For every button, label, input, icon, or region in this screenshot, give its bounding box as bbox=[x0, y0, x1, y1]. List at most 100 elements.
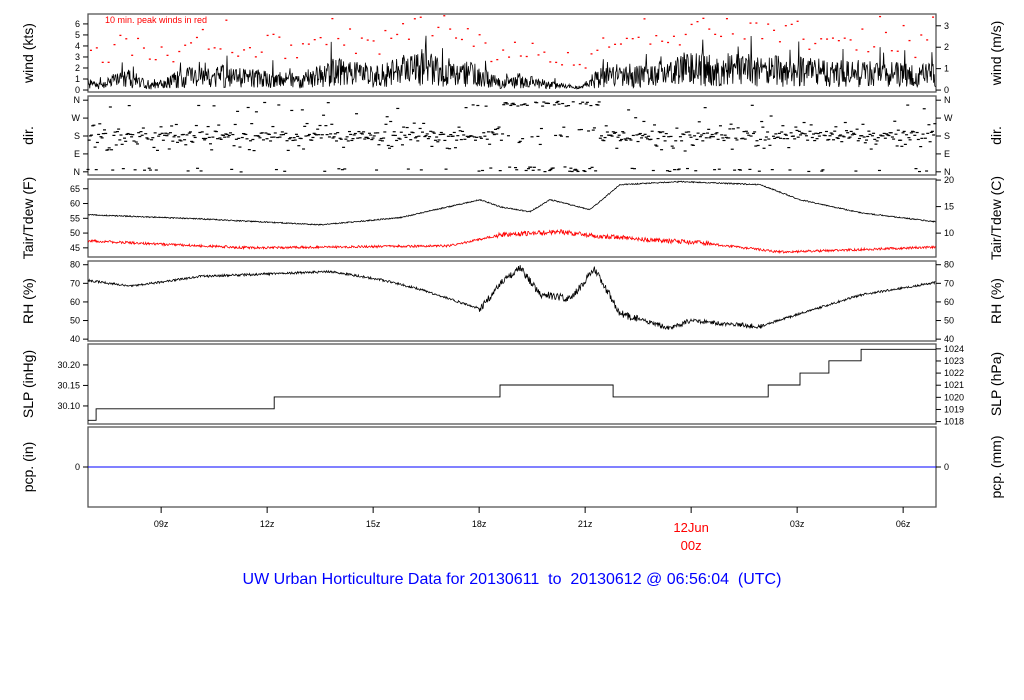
wind-direction-point bbox=[267, 133, 271, 136]
peak-wind-point bbox=[749, 22, 752, 24]
wind-direction-point bbox=[583, 170, 587, 173]
wind-direction-point bbox=[598, 137, 602, 139]
wind-direction-point bbox=[453, 147, 457, 149]
wind-direction-point bbox=[589, 104, 593, 107]
wind-direction-point bbox=[743, 138, 747, 140]
wind-direction-point bbox=[807, 170, 811, 173]
wind-direction-point bbox=[203, 139, 207, 141]
wind-direction-point bbox=[689, 136, 693, 138]
wind-direction-point bbox=[422, 122, 426, 125]
wind-direction-point bbox=[549, 168, 553, 171]
wind-direction-point bbox=[144, 133, 148, 135]
wind-direction-point bbox=[151, 137, 155, 139]
peak-wind-point bbox=[873, 46, 876, 48]
wind-direction-point bbox=[376, 132, 380, 134]
peak-wind-point bbox=[319, 36, 322, 39]
wind-direction-point bbox=[356, 137, 360, 139]
wind-direction-point bbox=[887, 134, 891, 137]
wind-direction-point bbox=[404, 136, 408, 138]
wind-direction-point bbox=[662, 135, 666, 138]
wind-direction-point bbox=[88, 135, 92, 137]
wind-direction-point bbox=[130, 136, 134, 138]
wind-direction-point bbox=[369, 134, 373, 136]
wind-direction-point bbox=[567, 105, 571, 107]
peak-wind-point bbox=[301, 43, 304, 45]
right-tick-label: S bbox=[944, 131, 950, 141]
wind-direction-point bbox=[738, 169, 742, 171]
wind-direction-point bbox=[647, 135, 651, 137]
wind-direction-point bbox=[297, 145, 301, 147]
peak-wind-point bbox=[254, 56, 257, 58]
wind-direction-point bbox=[857, 137, 861, 140]
sea-level-pressure-line bbox=[88, 348, 936, 421]
wind-direction-point bbox=[661, 131, 665, 133]
right-tick-label: 0 bbox=[944, 462, 949, 472]
wind-direction-point bbox=[251, 138, 255, 141]
wind-direction-point bbox=[637, 133, 641, 135]
left-tick-label: 6 bbox=[75, 19, 80, 29]
peak-wind-point bbox=[655, 35, 658, 37]
x-date-label: 12Jun bbox=[673, 520, 708, 535]
peak-wind-point bbox=[578, 63, 581, 66]
wind-direction-point bbox=[696, 132, 700, 134]
wind-direction-point bbox=[841, 135, 845, 137]
peak-wind-point bbox=[720, 35, 723, 38]
wind-direction-point bbox=[863, 142, 867, 144]
peak-wind-point bbox=[584, 67, 587, 69]
wind-direction-point bbox=[305, 122, 309, 125]
wind-direction-point bbox=[323, 170, 327, 172]
wind-direction-point bbox=[375, 169, 379, 171]
wind-direction-point bbox=[212, 105, 216, 107]
wind-direction-point bbox=[536, 135, 540, 138]
peak-wind-point bbox=[349, 28, 352, 30]
wind-direction-point bbox=[208, 143, 212, 145]
wind-direction-point bbox=[706, 132, 710, 134]
wind-direction-point bbox=[178, 139, 182, 141]
wind-direction-point bbox=[352, 134, 356, 136]
wind-direction-point bbox=[179, 140, 183, 142]
wind-direction-point bbox=[207, 136, 211, 139]
wind-direction-point bbox=[97, 133, 101, 136]
wind-direction-point bbox=[896, 129, 900, 131]
wind-direction-point bbox=[789, 132, 793, 134]
peak-wind-point bbox=[413, 18, 416, 20]
wind-direction-point bbox=[827, 138, 831, 141]
wind-direction-point bbox=[498, 170, 502, 172]
wind-direction-point bbox=[810, 136, 814, 139]
wind-direction-point bbox=[181, 133, 185, 136]
wind-direction-point bbox=[379, 137, 383, 140]
wind-direction-point bbox=[554, 134, 558, 137]
peak-wind-point bbox=[219, 48, 222, 50]
peak-wind-point bbox=[166, 54, 169, 56]
wind-direction-point bbox=[627, 109, 631, 111]
wind-direction-point bbox=[127, 104, 131, 107]
wind-direction-point bbox=[814, 132, 818, 134]
wind-direction-point bbox=[192, 135, 196, 137]
wind-direction-point bbox=[815, 138, 819, 140]
wind-direction-point bbox=[862, 136, 866, 138]
wind-direction-point bbox=[106, 149, 110, 151]
wind-direction-point bbox=[614, 131, 618, 134]
wind-direction-point bbox=[257, 135, 261, 137]
wind-direction-point bbox=[602, 140, 606, 142]
wind-direction-point bbox=[821, 169, 825, 171]
wind-direction-point bbox=[157, 135, 161, 137]
wind-direction-point bbox=[914, 168, 918, 170]
peak-wind-point bbox=[596, 49, 599, 51]
wind-direction-point bbox=[161, 139, 165, 141]
wind-direction-point bbox=[398, 138, 402, 140]
wind-direction-point bbox=[794, 126, 798, 128]
peak-wind-point bbox=[637, 36, 640, 38]
peak-wind-point bbox=[490, 60, 493, 63]
wind-direction-point bbox=[512, 103, 516, 106]
peak-wind-point bbox=[272, 33, 275, 35]
wind-direction-point bbox=[650, 130, 654, 132]
peak-wind-point bbox=[142, 47, 145, 49]
wind-direction-point bbox=[802, 121, 806, 124]
left-tick-label: S bbox=[74, 131, 80, 141]
wind-direction-point bbox=[885, 133, 889, 135]
wind-direction-point bbox=[247, 149, 251, 151]
peak-wind-point bbox=[820, 38, 823, 40]
wind-direction-point bbox=[237, 137, 241, 139]
wind-direction-point bbox=[753, 131, 757, 133]
